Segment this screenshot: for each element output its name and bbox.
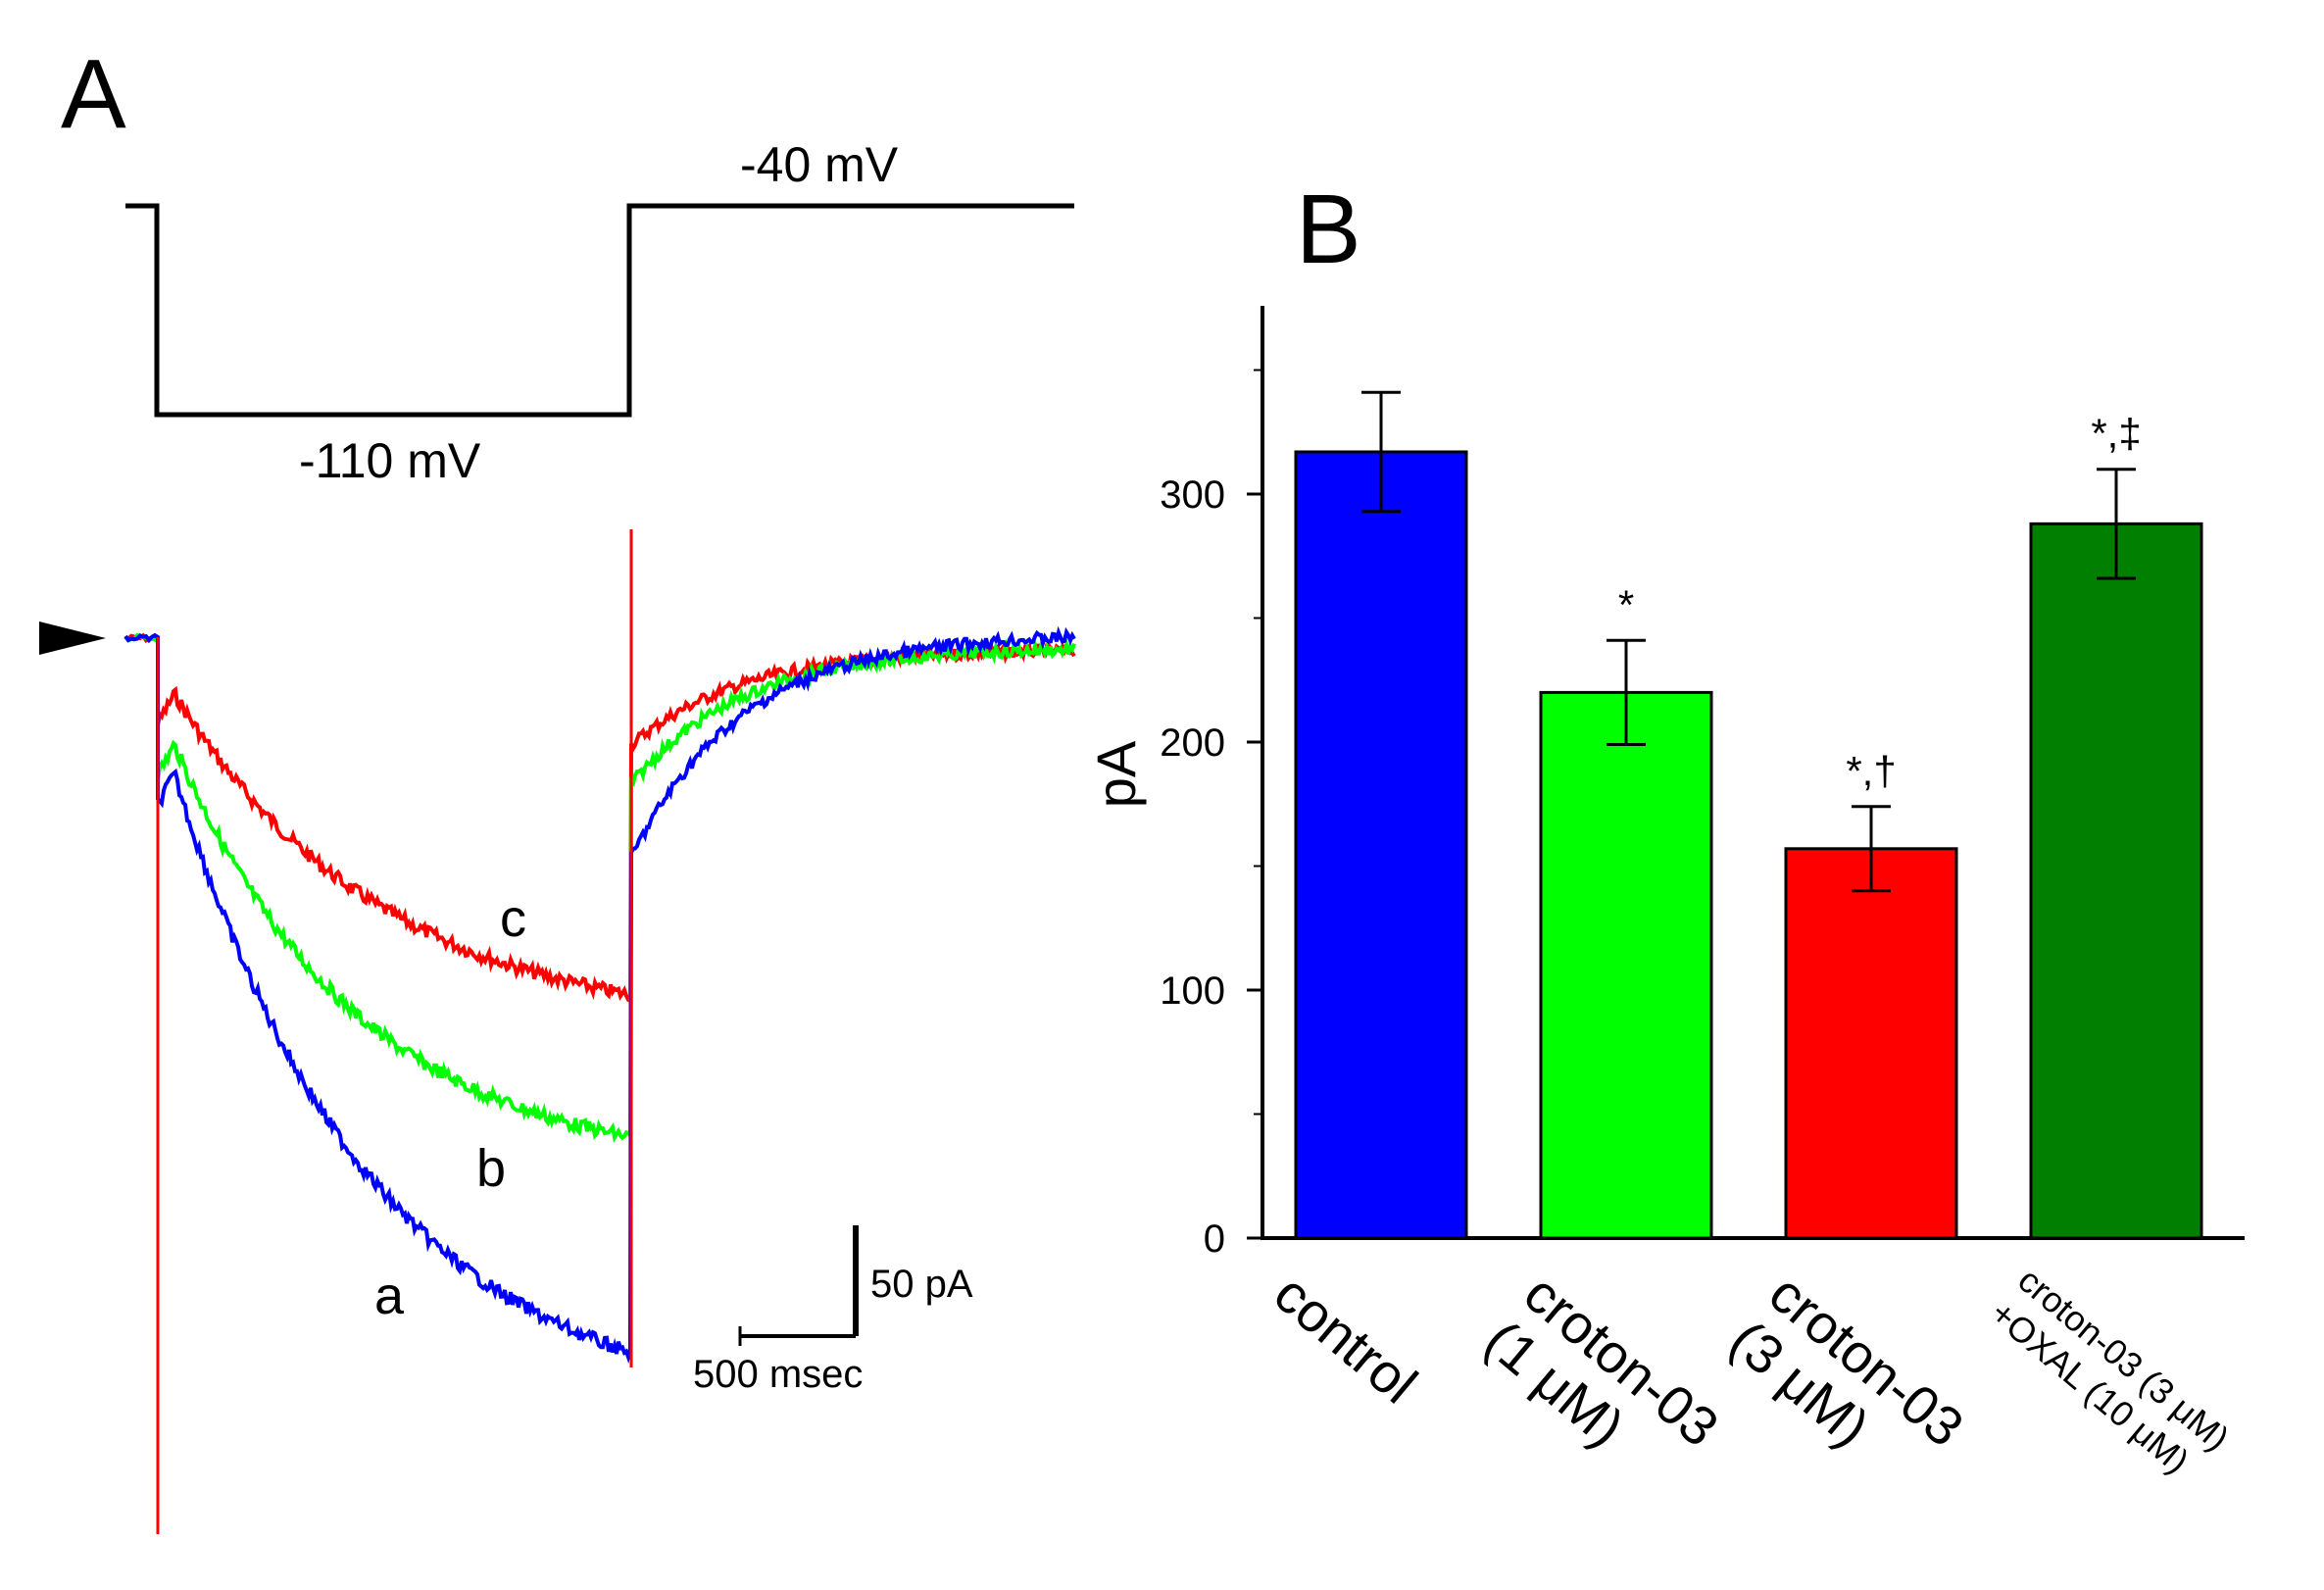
current-trace-a — [124, 625, 1076, 1365]
significance-marker-2: * — [1618, 581, 1634, 627]
x-tick-label-3: croton-03(3 μM) — [1719, 1262, 1976, 1505]
y-ticks: 0 100 200 300 — [1160, 369, 1262, 1261]
y-tick-label: 0 — [1204, 1217, 1225, 1261]
x-tick-label-4: croton-03 (3 μM)+OXAL (10 μM) — [1983, 1260, 2237, 1492]
y-tick-label: 300 — [1160, 473, 1225, 517]
trace-label-c: c — [500, 889, 526, 948]
panel-a-label: A — [61, 39, 126, 149]
zero-current-arrow-icon — [39, 621, 106, 655]
current-traces — [124, 625, 1076, 1365]
time-scale-label: 500 msec — [693, 1353, 863, 1396]
current-scale-label: 50 pA — [870, 1263, 973, 1306]
voltage-protocol-trace — [125, 203, 1074, 418]
bar-4 — [2029, 522, 2203, 1240]
x-tick-label-line: control — [1262, 1262, 1428, 1415]
current-trace-b — [124, 632, 1076, 1143]
bar-1 — [1294, 450, 1468, 1240]
x-tick-label-1: control — [1262, 1262, 1428, 1415]
y-tick-label: 200 — [1160, 721, 1225, 765]
panel-b-label: B — [1296, 174, 1361, 284]
step-potential-label: -110 mV — [299, 433, 481, 488]
x-tick-label-2: croton-03(1 μM) — [1474, 1262, 1731, 1505]
bars: * *,† *,‡ — [1294, 390, 2203, 1240]
bar-3 — [1784, 847, 1958, 1240]
bar-2 — [1539, 690, 1713, 1240]
trace-label-a: a — [374, 1267, 405, 1325]
significance-marker-4: *,‡ — [2091, 411, 2141, 457]
x-tick-labels: control croton-03(1 μM) croton-03(3 μM) cro… — [1262, 1260, 2237, 1505]
y-axis-label: pA — [1085, 740, 1147, 808]
trace-label-b: b — [476, 1139, 506, 1198]
significance-marker-3: *,† — [1846, 748, 1896, 794]
y-tick-label: 100 — [1160, 969, 1225, 1013]
current-trace-c — [124, 632, 1076, 1005]
holding-potential-label: -40 mV — [740, 137, 899, 192]
